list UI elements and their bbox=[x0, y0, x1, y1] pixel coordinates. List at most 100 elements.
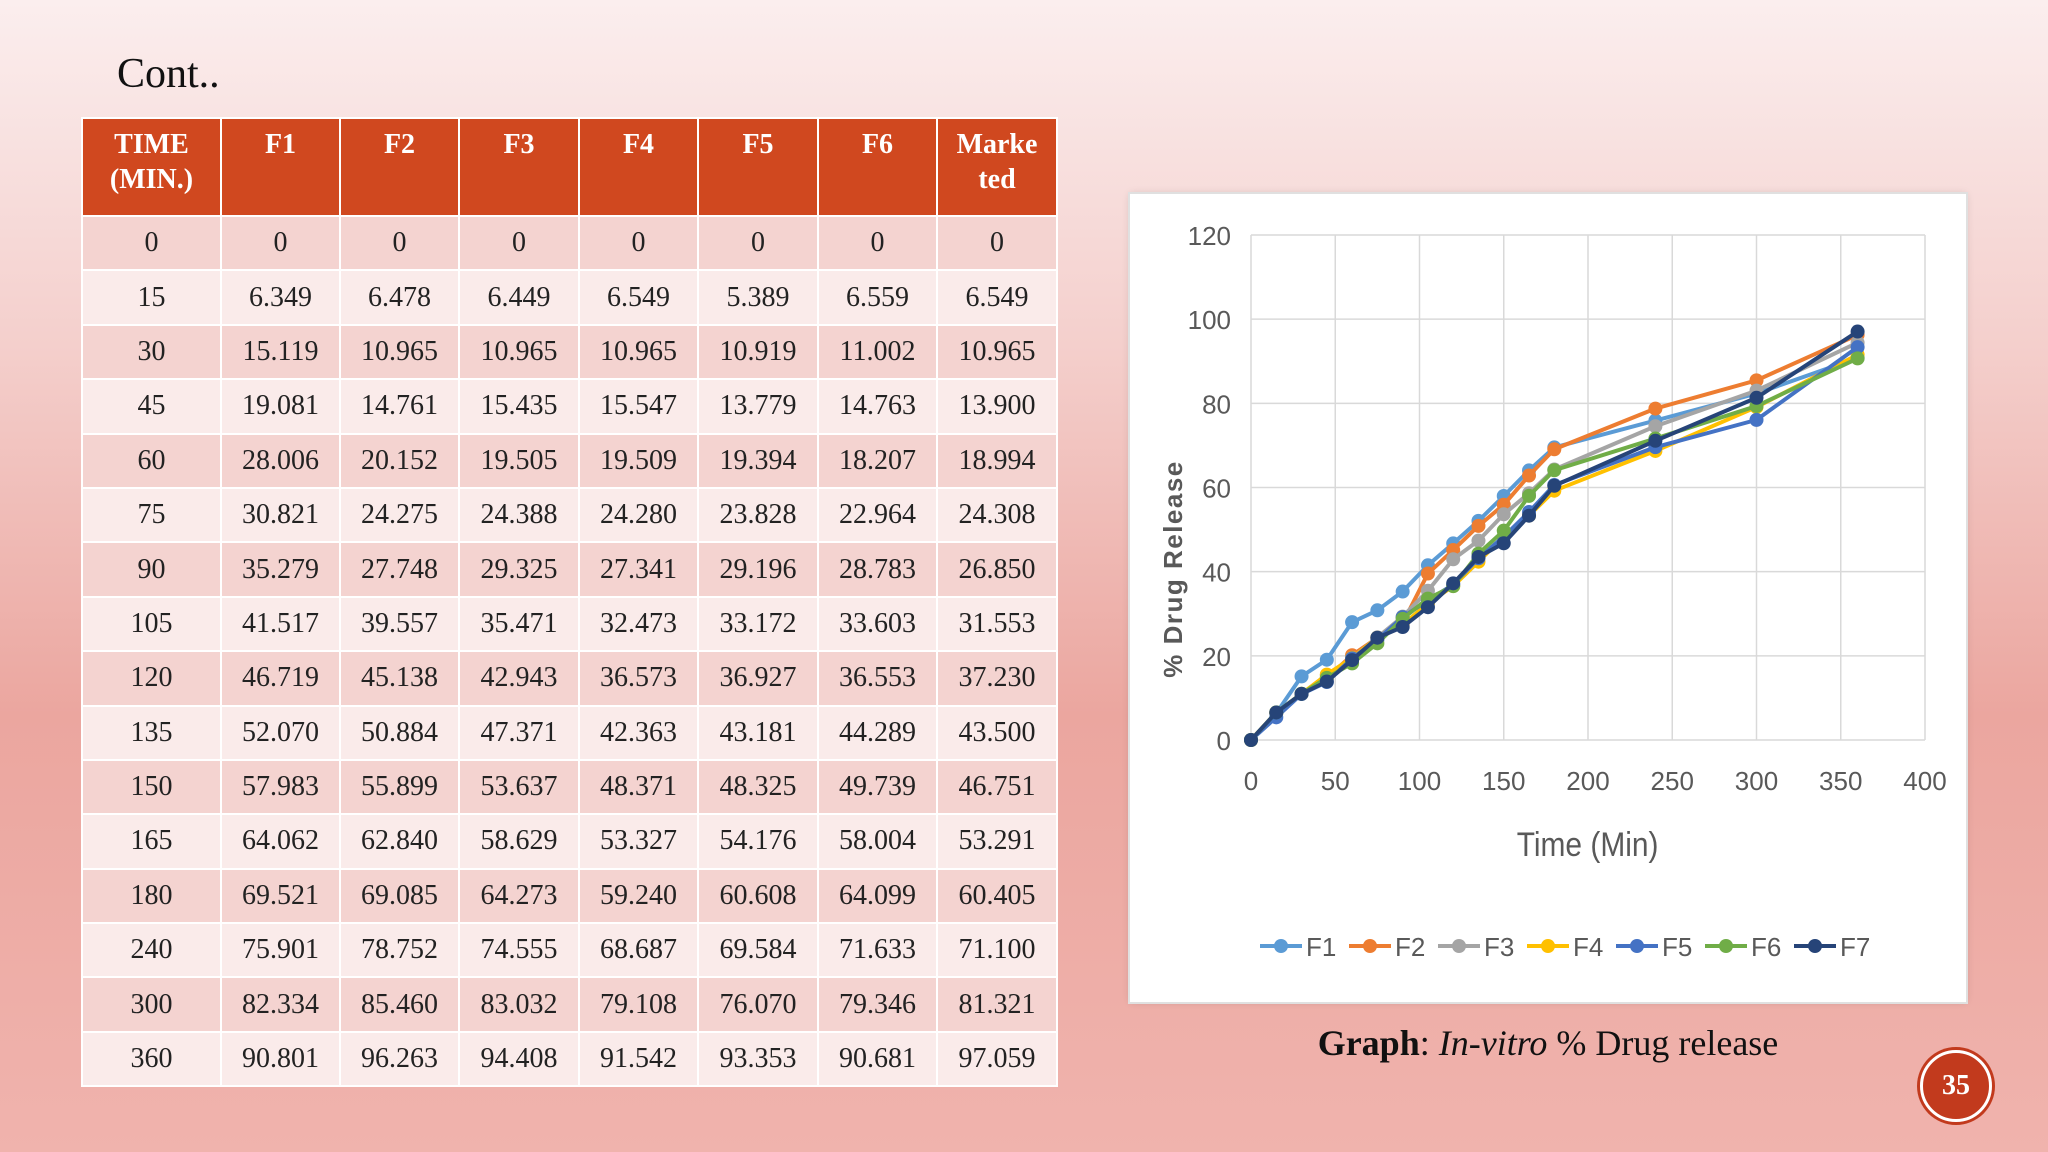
data-point-f1 bbox=[1294, 669, 1309, 684]
data-point-f7 bbox=[1244, 733, 1258, 747]
value-cell: 28.006 bbox=[220, 432, 341, 489]
data-point-f7 bbox=[1269, 705, 1284, 720]
data-point-f6 bbox=[1547, 463, 1562, 478]
table-row: 105 41.517 39.557 35.471 32.473 33.172 33.603 3… bbox=[81, 595, 1058, 653]
value-cell: 6.478 bbox=[339, 269, 460, 326]
value-cell: 69.584 bbox=[697, 922, 819, 979]
value-cell: 59.240 bbox=[578, 867, 699, 925]
column-header: F4 bbox=[578, 117, 699, 217]
value-cell: 79.346 bbox=[817, 976, 938, 1033]
value-cell: 6.549 bbox=[936, 269, 1058, 326]
value-cell: 11.002 bbox=[817, 323, 938, 381]
time-cell: 75 bbox=[81, 486, 222, 544]
table-header-row: TIME (MIN.) F1 F2 F3 F4 F5 F6 Marke ted bbox=[81, 117, 1058, 217]
table-row: 30 15.119 10.965 10.965 10.965 10.919 11.002 10… bbox=[81, 323, 1058, 381]
value-cell: 81.321 bbox=[936, 976, 1058, 1033]
x-tick-label: 400 bbox=[1903, 766, 1946, 796]
value-cell: 90.681 bbox=[817, 1030, 938, 1088]
page-number-badge: 35 bbox=[1920, 1050, 1992, 1122]
value-cell: 43.181 bbox=[697, 704, 819, 761]
data-point-f2 bbox=[1471, 518, 1486, 533]
time-cell: 180 bbox=[81, 867, 222, 925]
value-cell: 26.850 bbox=[936, 541, 1058, 598]
time-cell: 240 bbox=[81, 922, 222, 979]
value-cell: 0 bbox=[458, 214, 580, 272]
time-cell: 105 bbox=[81, 595, 222, 653]
value-cell: 31.553 bbox=[936, 595, 1058, 653]
y-axis-title: % Drug Release bbox=[1158, 460, 1188, 678]
data-point-f5 bbox=[1850, 340, 1865, 355]
value-cell: 19.394 bbox=[697, 432, 819, 489]
y-tick-label: 80 bbox=[1202, 389, 1231, 419]
data-point-f2 bbox=[1547, 442, 1562, 457]
legend-item-f6: F6 bbox=[1705, 932, 1781, 962]
legend-marker bbox=[1808, 939, 1822, 953]
time-cell: 300 bbox=[81, 976, 222, 1033]
table-row: 150 57.983 55.899 53.637 48.371 48.325 49.739 4… bbox=[81, 758, 1058, 816]
value-cell: 15.547 bbox=[578, 378, 699, 435]
graph-caption: Graph: In-vitro % Drug release bbox=[1130, 1022, 1966, 1064]
data-point-f3 bbox=[1496, 507, 1511, 522]
data-point-f7 bbox=[1749, 390, 1764, 405]
value-cell: 60.405 bbox=[936, 867, 1058, 925]
table-row: 165 64.062 62.840 58.629 53.327 54.176 58.004 5… bbox=[81, 813, 1058, 870]
value-cell: 35.471 bbox=[458, 595, 580, 653]
series-f2 bbox=[1244, 327, 1865, 747]
value-cell: 6.559 bbox=[817, 269, 938, 326]
data-point-f6 bbox=[1522, 488, 1537, 503]
x-tick-label: 200 bbox=[1566, 766, 1609, 796]
table-row: 120 46.719 45.138 42.943 36.573 36.927 36.553 3… bbox=[81, 650, 1058, 707]
y-tick-label: 20 bbox=[1202, 642, 1231, 672]
tick-layer: 0 20 40 60 80 100 120 0 50 100 150 200 250 300 350 400 bbox=[1188, 221, 1947, 796]
value-cell: 60.608 bbox=[697, 867, 819, 925]
value-cell: 43.500 bbox=[936, 704, 1058, 761]
data-point-f7 bbox=[1496, 536, 1511, 551]
data-point-f6 bbox=[1496, 523, 1511, 538]
value-cell: 64.062 bbox=[220, 813, 341, 870]
data-point-f2 bbox=[1522, 468, 1537, 483]
time-cell: 360 bbox=[81, 1030, 222, 1088]
value-cell: 37.230 bbox=[936, 650, 1058, 707]
value-cell: 79.108 bbox=[578, 976, 699, 1033]
data-point-f7 bbox=[1850, 324, 1865, 339]
data-point-f3 bbox=[1446, 552, 1461, 567]
value-cell: 46.751 bbox=[936, 758, 1058, 816]
value-cell: 57.983 bbox=[220, 758, 341, 816]
legend-label: F6 bbox=[1751, 932, 1781, 962]
data-point-f1 bbox=[1395, 584, 1410, 599]
value-cell: 68.687 bbox=[578, 922, 699, 979]
value-cell: 58.004 bbox=[817, 813, 938, 870]
time-cell: 165 bbox=[81, 813, 222, 870]
value-cell: 14.761 bbox=[339, 378, 460, 435]
value-cell: 48.371 bbox=[578, 758, 699, 816]
value-cell: 85.460 bbox=[339, 976, 460, 1033]
legend-marker bbox=[1719, 939, 1733, 953]
value-cell: 24.388 bbox=[458, 486, 580, 544]
value-cell: 75.901 bbox=[220, 922, 341, 979]
value-cell: 24.308 bbox=[936, 486, 1058, 544]
value-cell: 52.070 bbox=[220, 704, 341, 761]
value-cell: 42.943 bbox=[458, 650, 580, 707]
value-cell: 23.828 bbox=[697, 486, 819, 544]
value-cell: 74.555 bbox=[458, 922, 580, 979]
value-cell: 71.633 bbox=[817, 922, 938, 979]
value-cell: 18.207 bbox=[817, 432, 938, 489]
value-cell: 0 bbox=[578, 214, 699, 272]
data-point-f7 bbox=[1547, 478, 1562, 493]
chart-panel: 0 20 40 60 80 100 120 0 50 100 150 200 250 300 350 400 … bbox=[1130, 194, 1966, 1002]
value-cell: 19.081 bbox=[220, 378, 341, 435]
value-cell: 10.965 bbox=[936, 323, 1058, 381]
value-cell: 15.435 bbox=[458, 378, 580, 435]
legend-item-f7: F7 bbox=[1794, 932, 1870, 962]
data-point-f3 bbox=[1471, 533, 1486, 548]
column-header: TIME (MIN.) bbox=[81, 117, 222, 217]
value-cell: 10.919 bbox=[697, 323, 819, 381]
data-point-f2 bbox=[1648, 401, 1663, 416]
legend-marker bbox=[1452, 939, 1466, 953]
legend-label: F1 bbox=[1306, 932, 1336, 962]
caption-italic: In-vitro bbox=[1438, 1023, 1548, 1063]
value-cell: 6.549 bbox=[578, 269, 699, 326]
value-cell: 39.557 bbox=[339, 595, 460, 653]
